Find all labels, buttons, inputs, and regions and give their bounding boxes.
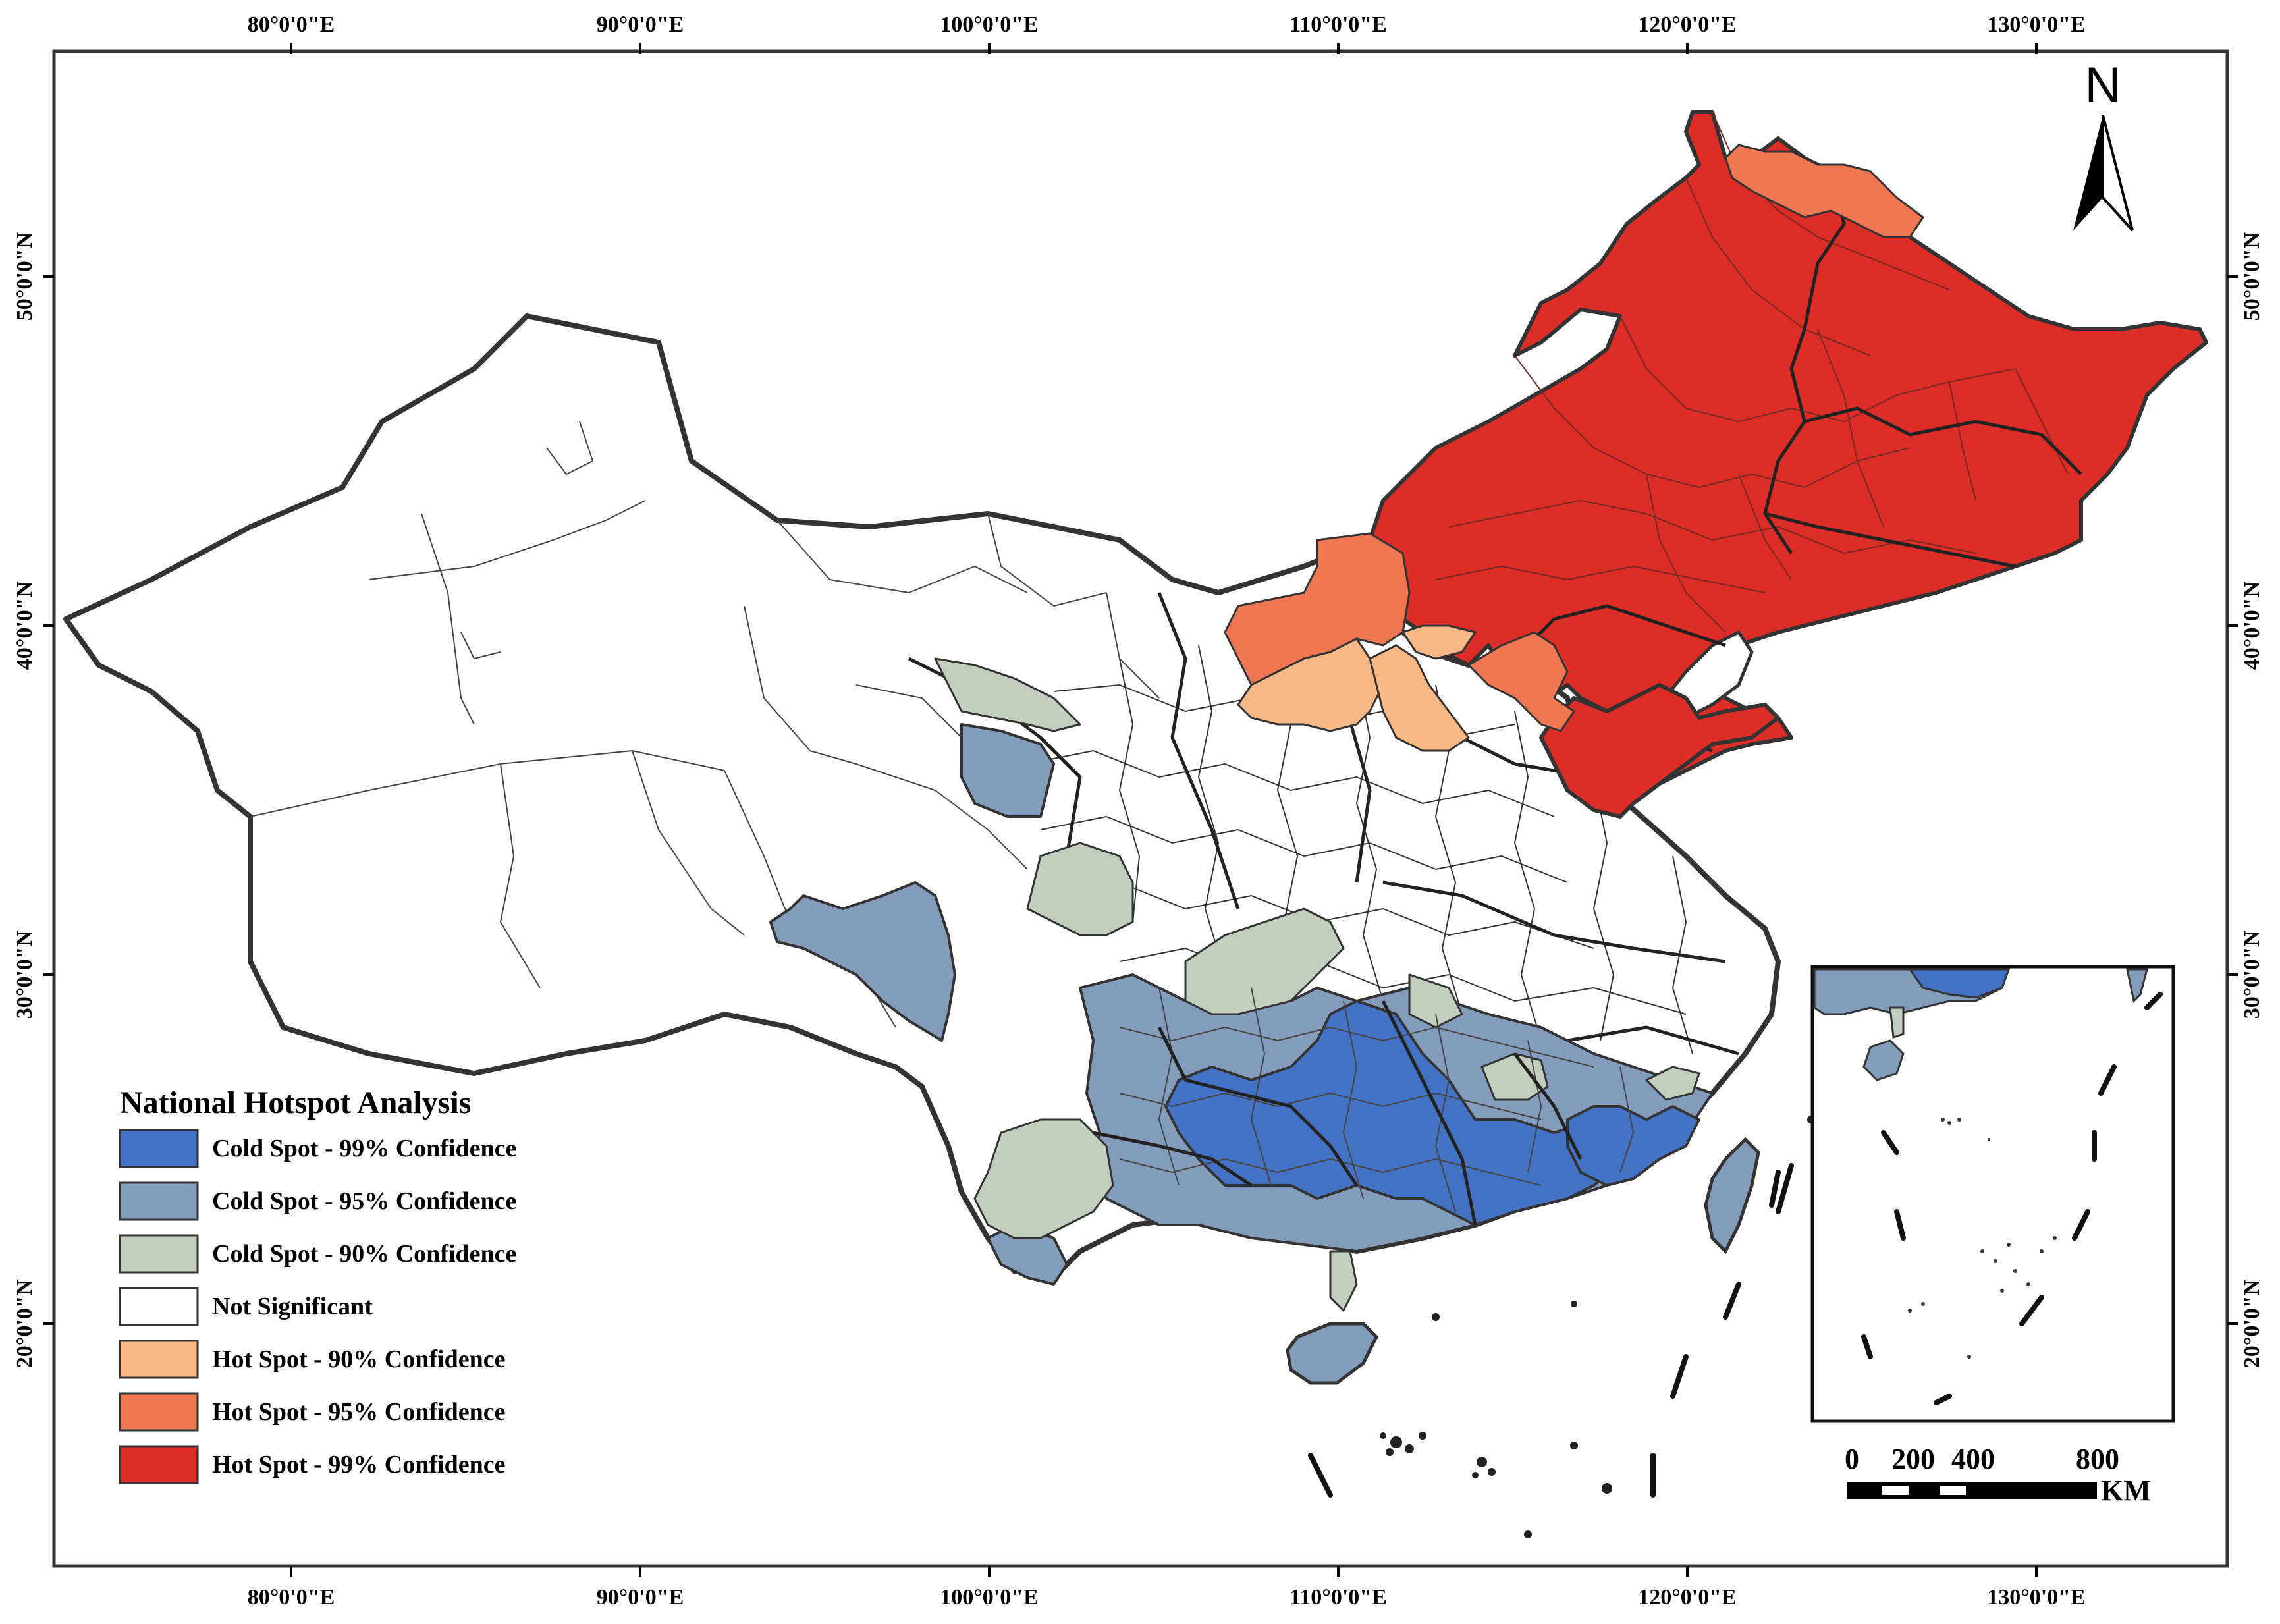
region-coldspot-90-sichuan-north [1026,842,1134,936]
legend-swatch [119,1129,199,1168]
top-longitude-axis: 80°0'0"E 90°0'0"E 100°0'0"E 110°0'0"E 12… [248,13,2086,54]
lat-label-right-20: 20°0'0"N [2240,1279,2264,1368]
inset-taiwan [2126,968,2148,1004]
legend: National Hotspot Analysis Cold Spot - 99… [119,1085,516,1484]
lon-label-bottom-80: 80°0'0"E [248,1585,335,1610]
lon-label-bottom-130: 130°0'0"E [1987,1585,2086,1610]
south-china-sea-inset [1810,965,2175,1423]
lat-label-left-40: 40°0'0"N [13,581,37,670]
lat-label-left-20: 20°0'0"N [13,1279,37,1368]
inset-dashes [1861,992,2163,1405]
legend-label: Hot Spot - 95% Confidence [212,1398,505,1426]
legend-label: Cold Spot - 95% Confidence [212,1187,516,1215]
legend-label: Not Significant [212,1293,373,1320]
scale-tick-0: 0 [1845,1443,1859,1475]
north-label: N [2085,57,2121,113]
lat-label-left-50: 50°0'0"N [13,232,37,321]
legend-title: National Hotspot Analysis [120,1085,471,1120]
scale-tick-800: 800 [2076,1443,2119,1475]
inset-islands [1908,1118,2057,1359]
legend-label: Hot Spot - 99% Confidence [212,1451,505,1478]
hainan [1286,1322,1379,1385]
legend-label: Cold Spot - 99% Confidence [212,1135,516,1162]
lon-label-top-110: 110°0'0"E [1289,13,1387,37]
legend-swatch [119,1181,199,1221]
left-latitude-axis: 50°0'0"N 40°0'0"N 30°0'0"N 20°0'0"N [13,232,54,1368]
nine-dash-line [1308,1163,1794,1498]
region-hotspot-99-shandong [1539,683,1780,819]
northeast-boundaries [1435,111,2069,633]
lon-label-top-130: 130°0'0"E [1987,13,2086,37]
legend-swatch [119,1234,199,1274]
scale-tick-200: 200 [1891,1443,1935,1475]
lon-label-top-80: 80°0'0"E [248,13,335,37]
region-hotspot-90-north-east [1369,644,1470,752]
region-hotspot-95-central-north [1467,631,1575,732]
legend-label: Cold Spot - 90% Confidence [212,1240,516,1268]
inset-leizhou [1889,1006,1905,1039]
region-coldspot-90-yunnan [973,1118,1114,1239]
north-arrow-icon: N [2073,57,2134,232]
region-hotspot-90-center [1401,624,1477,660]
legend-swatch [119,1445,199,1484]
lat-label-right-30: 30°0'0"N [2240,930,2264,1019]
taiwan [1704,1137,1760,1255]
right-latitude-axis: 50°0'0"N 40°0'0"N 30°0'0"N 20°0'0"N [2227,232,2264,1368]
lat-label-right-50: 50°0'0"N [2240,232,2264,321]
lat-label-right-40: 40°0'0"N [2240,581,2264,670]
inset-mainland-cold99 [1908,968,2011,999]
legend-swatch [119,1340,199,1379]
region-coldspot-90-shaanxi [1184,907,1345,1015]
legend-swatch [119,1392,199,1432]
region-hotspot-95-northeast-top [1724,144,1924,238]
bottom-longitude-axis: 80°0'0"E 90°0'0"E 100°0'0"E 110°0'0"E 12… [248,1566,2086,1610]
region-coldspot-99-east [1566,1105,1700,1187]
region-coldspot-90-gansu [934,657,1081,732]
scale-tick-400: 400 [1951,1443,1995,1475]
inset-hainan [1862,1039,1905,1081]
south-boundaries [1119,987,1634,1212]
scale-bar: 0 200 400 800 KM [1845,1443,2151,1507]
lon-label-top-100: 100°0'0"E [940,13,1039,37]
lon-label-bottom-120: 120°0'0"E [1638,1585,1737,1610]
china-regions [63,110,2208,1312]
region-coldspot-90-leizhou [1329,1250,1358,1312]
lon-label-bottom-110: 110°0'0"E [1289,1585,1387,1610]
lon-label-top-90: 90°0'0"E [597,13,684,37]
region-coldspot-90-hubei [1408,973,1463,1029]
region-hotspot-90-north [1237,637,1384,732]
legend-swatch [119,1287,199,1326]
region-coldspot-95-sichuan [769,881,956,1042]
region-coldspot-90-fujian [1645,1066,1700,1101]
legend-label: Hot Spot - 90% Confidence [212,1345,505,1373]
lon-label-bottom-100: 100°0'0"E [940,1585,1039,1610]
scale-unit: KM [2101,1475,2151,1507]
lat-label-left-30: 30°0'0"N [13,930,37,1019]
south-province-lines [1093,1000,1583,1226]
lon-label-bottom-90: 90°0'0"E [597,1585,684,1610]
region-coldspot-95-qinghai [960,723,1055,818]
lon-label-top-120: 120°0'0"E [1638,13,1737,37]
